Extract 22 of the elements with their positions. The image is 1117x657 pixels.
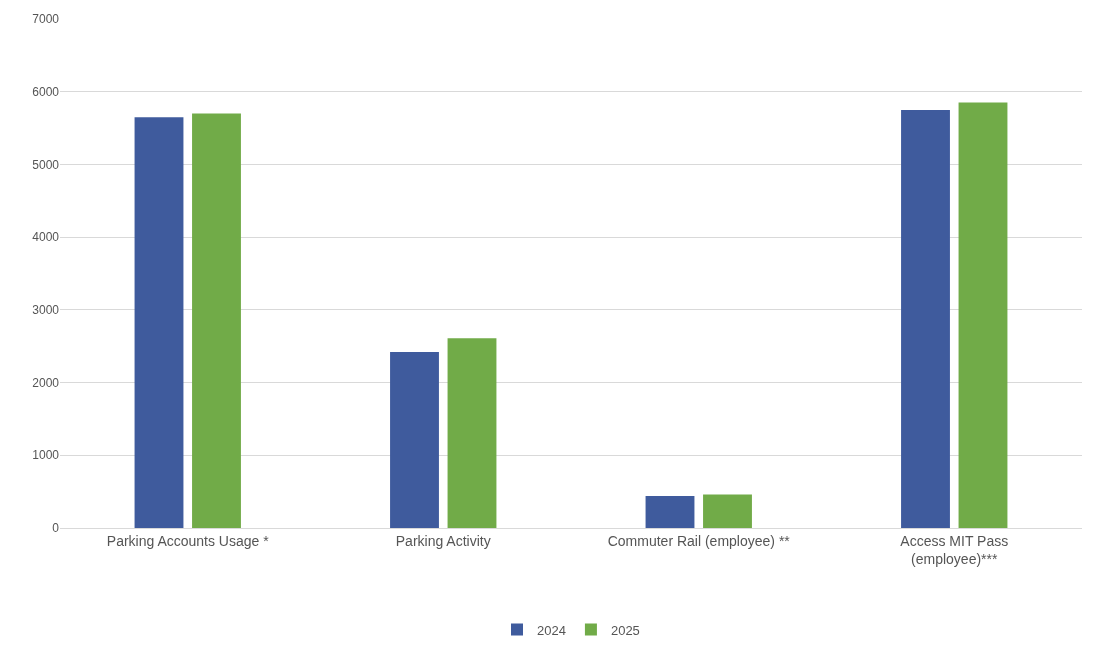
y-tick-label: 5000: [32, 157, 60, 172]
bar: [447, 338, 497, 528]
x-tick-label: Commuter Rail (employee) **: [607, 532, 791, 549]
legend-label: 2024: [537, 622, 566, 638]
bar: [703, 494, 752, 528]
x-tick-label: Parking Accounts Usage *: [106, 532, 270, 549]
bar: [134, 117, 184, 528]
x-tick-label: Parking Activity: [395, 532, 491, 549]
y-tick-label: 3000: [32, 303, 60, 318]
legend-label: 2025: [610, 622, 640, 638]
bar: [958, 102, 1008, 528]
y-tick-label: 4000: [32, 230, 60, 245]
bar: [390, 352, 439, 528]
bar: [192, 113, 241, 528]
y-tick-label: 0: [52, 521, 60, 536]
x-tick-label: Access MIT Pass (employee)***: [900, 532, 1009, 567]
y-tick-label: 6000: [32, 84, 60, 99]
y-tick-label: 7000: [32, 12, 60, 27]
y-tick-label: 1000: [32, 448, 60, 463]
bar: [645, 496, 695, 528]
y-tick-label: 2000: [32, 375, 60, 390]
bar: [901, 109, 950, 528]
